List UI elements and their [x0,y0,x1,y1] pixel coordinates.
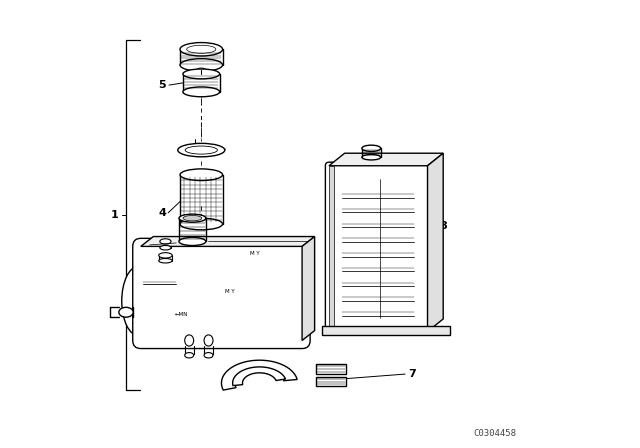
Text: 8: 8 [439,221,447,231]
Polygon shape [221,360,297,390]
Polygon shape [323,326,450,335]
Ellipse shape [185,353,194,358]
Text: 7: 7 [408,369,416,379]
Text: ←MN: ←MN [175,312,188,317]
Ellipse shape [159,258,172,263]
Polygon shape [141,237,315,246]
Polygon shape [233,367,285,386]
Ellipse shape [180,169,223,181]
Polygon shape [302,237,315,340]
Ellipse shape [180,43,223,56]
Ellipse shape [196,68,206,73]
Text: 2: 2 [143,257,152,267]
Text: 3: 3 [144,244,151,254]
Ellipse shape [160,246,171,250]
Polygon shape [329,166,333,332]
Ellipse shape [183,69,220,79]
Ellipse shape [119,307,133,317]
Ellipse shape [159,253,172,258]
Ellipse shape [362,145,381,151]
Ellipse shape [183,215,202,221]
Ellipse shape [185,335,194,346]
Text: 8: 8 [212,147,220,157]
Ellipse shape [362,155,381,160]
FancyBboxPatch shape [325,162,431,335]
Ellipse shape [178,143,225,157]
Text: M Y: M Y [225,289,234,294]
Ellipse shape [183,87,220,97]
Ellipse shape [122,266,156,336]
Ellipse shape [204,335,213,346]
Bar [316,377,346,386]
Text: M Y: M Y [250,250,260,256]
Ellipse shape [180,59,223,71]
Ellipse shape [187,45,216,53]
Text: 1: 1 [111,210,118,220]
Ellipse shape [185,146,218,154]
Text: C0304458: C0304458 [473,429,516,438]
Ellipse shape [204,353,213,358]
Text: 4: 4 [158,208,166,218]
Ellipse shape [179,214,206,222]
Ellipse shape [180,218,223,230]
Text: 5: 5 [159,80,166,90]
Polygon shape [329,153,443,166]
Ellipse shape [179,237,206,246]
Bar [316,364,346,374]
Ellipse shape [160,239,171,244]
Polygon shape [428,153,443,332]
FancyBboxPatch shape [132,238,310,349]
